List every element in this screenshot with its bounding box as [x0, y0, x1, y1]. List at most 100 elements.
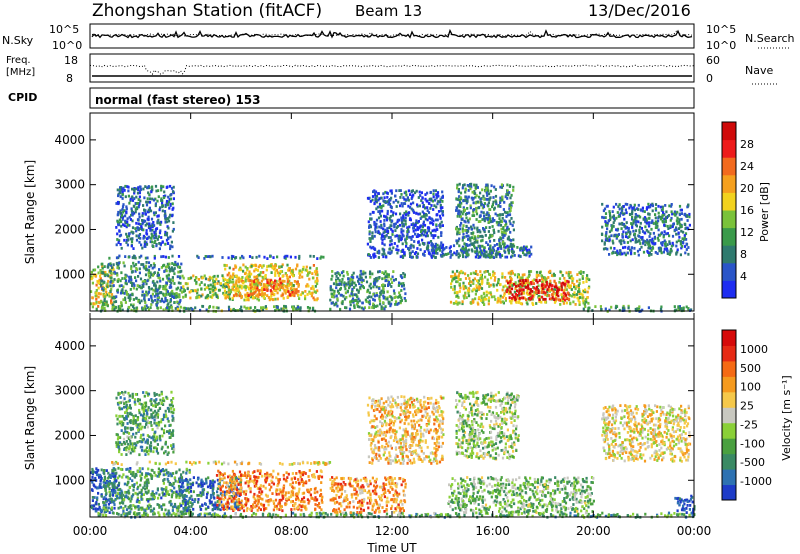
scatter-cell — [131, 195, 134, 199]
scatter-cell — [510, 239, 513, 242]
scatter-cell — [140, 263, 143, 266]
scatter-cell — [142, 204, 145, 207]
scatter-cell — [188, 505, 191, 508]
scatter-cell — [679, 224, 682, 228]
scatter-cell — [495, 202, 498, 206]
scatter-cell — [406, 232, 409, 236]
scatter-cell — [507, 281, 510, 285]
scatter-cell — [286, 276, 289, 279]
scatter-cell — [475, 218, 478, 221]
scatter-cell — [94, 471, 98, 474]
scatter-cell — [514, 287, 517, 290]
scatter-cell — [548, 283, 552, 286]
scatter-cell — [278, 279, 281, 283]
scatter-cell — [311, 291, 314, 295]
scatter-cell — [109, 263, 113, 267]
scatter-cell — [673, 305, 676, 308]
scatter-cell — [360, 276, 363, 280]
scatter-cell — [160, 236, 163, 239]
scatter-cell — [681, 308, 685, 312]
scatter-cell — [402, 214, 405, 218]
scatter-cell — [105, 480, 108, 484]
scatter-cell — [485, 216, 488, 220]
scatter-cell — [493, 278, 496, 282]
scatter-cell — [383, 237, 386, 241]
scatter-cell — [638, 305, 641, 309]
scatter-cell — [466, 197, 469, 201]
scatter-cell — [378, 297, 381, 301]
scatter-cell — [103, 507, 106, 511]
scatter-cell — [136, 218, 140, 221]
scatter-cell — [183, 479, 187, 482]
scatter-cell — [255, 275, 259, 278]
scatter-cell — [245, 307, 248, 310]
scatter-cell — [436, 213, 439, 216]
scatter-cell — [145, 282, 148, 286]
scatter-cell — [573, 283, 576, 286]
scatter-cell — [498, 243, 501, 247]
scatter-cell — [409, 245, 412, 248]
scatter-cell — [98, 505, 101, 509]
scatter-cell — [603, 241, 606, 245]
scatter-cell — [144, 264, 148, 268]
scatter-cell — [195, 296, 198, 300]
scatter-cell — [479, 214, 482, 218]
scatter-cell — [512, 189, 515, 192]
scatter-cell — [180, 290, 184, 294]
scatter-cell — [162, 487, 165, 491]
scatter-cell — [262, 306, 265, 309]
scatter-cell — [164, 212, 167, 216]
scatter-cell — [389, 236, 392, 239]
scatter-cell — [604, 216, 607, 219]
scatter-cell — [156, 503, 159, 506]
scatter-cell — [173, 272, 176, 276]
scatter-cell — [228, 266, 231, 270]
scatter-cell — [393, 225, 396, 229]
scatter-cell — [190, 276, 193, 280]
scatter-cell — [389, 239, 392, 243]
scatter-cell — [163, 196, 166, 199]
scatter-cell — [459, 191, 463, 195]
scatter-cell — [242, 263, 245, 267]
scatter-cell — [150, 190, 153, 194]
scatter-cell — [538, 300, 541, 303]
scatter-cell — [526, 289, 529, 292]
scatter-cell — [269, 289, 272, 292]
scatter-cell — [577, 296, 580, 300]
scatter-cell — [168, 308, 171, 311]
scatter-cell — [237, 288, 240, 292]
scatter-cell — [482, 204, 485, 207]
scatter-cell — [508, 219, 511, 223]
scatter-cell — [648, 217, 651, 220]
scatter-cell — [450, 275, 453, 278]
scatter-cell — [203, 274, 206, 278]
scatter-cell — [455, 276, 458, 280]
scatter-cell — [108, 487, 111, 490]
scatter-cell — [157, 214, 160, 218]
scatter-cell — [480, 251, 484, 255]
scatter-cell — [186, 307, 189, 311]
scatter-cell — [494, 298, 497, 301]
scatter-cell — [440, 231, 443, 235]
scatter-cell — [187, 277, 190, 280]
scatter-cell — [504, 224, 507, 227]
scatter-cell — [460, 221, 463, 225]
scatter-cell — [133, 264, 136, 268]
scatter-cell — [299, 306, 302, 310]
scatter-cell — [454, 273, 457, 277]
scatter-cell — [486, 254, 489, 258]
scatter-cell — [645, 221, 648, 225]
scatter-cell — [675, 240, 678, 244]
scatter-cell — [485, 250, 488, 254]
scatter-cell — [138, 267, 141, 271]
scatter-cell — [457, 255, 460, 259]
scatter-cell — [274, 297, 277, 301]
scatter-cell — [417, 241, 420, 244]
scatter-cell — [470, 280, 473, 284]
scatter-cell — [544, 291, 547, 295]
scatter-cell — [385, 191, 389, 195]
scatter-cell — [260, 288, 263, 292]
scatter-cell — [254, 283, 258, 287]
scatter-cell — [480, 299, 483, 302]
scatter-cell — [464, 294, 467, 298]
